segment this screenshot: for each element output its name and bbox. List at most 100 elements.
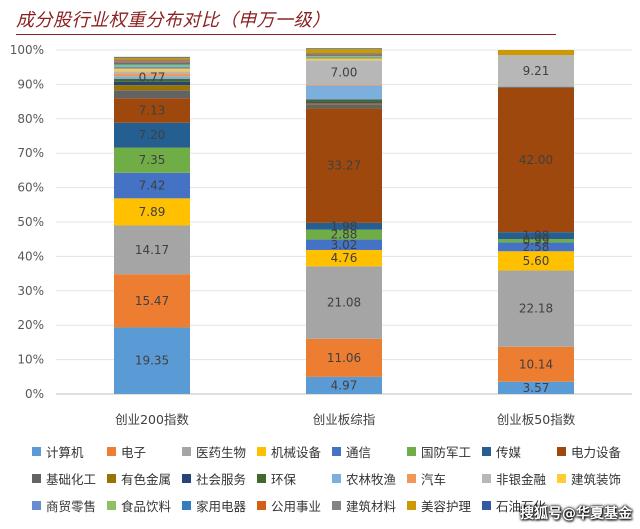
legend-label: 基础化工 [46,472,97,487]
bar-segment [498,251,574,271]
bar-segment [114,59,190,62]
title-underline [16,34,556,35]
legend-swatch [32,447,41,456]
legend-swatch [332,501,341,510]
legend-label: 农林牧渔 [346,472,397,487]
data-label: 7.89 [139,205,166,219]
x-tick-label: 创业200指数 [115,412,189,427]
legend-swatch [407,501,416,510]
bar-segment [306,102,382,105]
bar-segment [306,239,382,250]
data-label: 0.77 [139,71,166,85]
legend-swatch [482,501,491,510]
bar-segment [114,62,190,65]
y-tick-label: 70% [17,146,44,160]
data-label: 11.06 [327,351,361,365]
legend-label: 石油石化 [496,499,547,514]
bar-segment [498,50,574,55]
data-label: 7.42 [139,179,166,193]
bar-segment [306,338,382,377]
data-label: 21.08 [327,296,361,310]
y-tick-label: 80% [17,112,44,126]
legend-label: 有色金属 [121,472,172,487]
chart-title: 成分股行业权重分布对比（申万一级） [16,10,331,31]
legend-swatch [257,447,266,456]
legend-item: 通信 [332,442,407,461]
bar-segment [114,98,190,123]
data-label: 7.00 [331,65,358,79]
legend-item: 建筑材料 [332,496,407,515]
bar-segment [498,232,574,239]
data-label: 0.99 [523,234,550,248]
bar-segment [114,66,190,69]
data-label: 22.18 [519,302,553,316]
legend-item: 商贸零售 [32,496,107,515]
legend-label: 食品饮料 [121,499,172,514]
legend-swatch [257,474,266,483]
legend-swatch [482,447,491,456]
legend-swatch [107,501,116,510]
y-tick-label: 20% [17,318,44,332]
bar-segment [114,73,190,77]
legend-item: 电子 [107,442,182,461]
legend-label: 国防军工 [421,445,472,460]
bar-segment [306,56,382,58]
y-axis: 0% 10% 20% 30% 40% 50% 60% 70% 80% 90% 100% [10,43,44,401]
data-label: 15.47 [135,294,169,308]
data-labels: 19.35 15.47 14.17 7.89 7.42 7.35 7.20 7.13 0.77 4… [135,64,553,395]
legend-item: 公用事业 [257,496,332,515]
legend-label: 计算机 [46,445,84,460]
bar-segment [306,266,382,339]
legend-swatch [557,474,566,483]
data-label: 7.13 [139,103,166,117]
legend-swatch [482,474,491,483]
bar-segment [306,376,382,394]
bar-segment [306,48,382,54]
legend-label: 机械设备 [271,445,322,460]
data-label: 14.17 [135,243,169,257]
bar-segment [306,104,382,109]
legend-item: 机械设备 [257,442,332,461]
bar-segment [306,48,382,49]
legend-swatch [332,447,341,456]
legend-item: 建筑装饰 [557,469,632,488]
legend-label: 环保 [271,472,297,487]
legend-item: 计算机 [32,442,107,461]
legend-label: 商贸零售 [46,499,97,514]
data-label: 2.58 [523,240,550,254]
legend-label: 电力设备 [571,445,622,460]
bar-segment [114,61,190,63]
legend-label: 公用事业 [271,499,322,514]
legend-swatch [257,501,266,510]
bar-segment [114,327,190,394]
data-label: 9.21 [523,64,550,78]
legend: 计算机 电子 医药生物 机械设备 通信 国防军工 传媒 电力设备 基础化工 有色金属 社会服务 环保 农… [32,442,632,515]
legend-item: 环保 [257,469,332,488]
bar-segment [306,84,382,86]
legend-swatch [182,474,191,483]
x-tick-label: 创业板50指数 [497,412,576,427]
legend-item: 医药生物 [182,442,257,461]
legend-item: 农林牧渔 [332,469,407,488]
legend-item: 非银金融 [482,469,557,488]
legend-item: 国防军工 [407,442,482,461]
bar-segment [114,81,190,86]
legend-label: 非银金融 [496,472,547,487]
bar-segment [114,57,190,60]
bar-segment [114,225,190,275]
legend-item: 食品饮料 [107,496,182,515]
data-label: 33.27 [327,159,361,173]
bar-segment [306,53,382,55]
bar-segment [498,238,574,243]
legend-swatch [407,447,416,456]
bar-segment [306,55,382,57]
data-label: 3.02 [331,238,358,252]
data-label: 42.00 [519,153,553,167]
legend-item: 基础化工 [32,469,107,488]
x-axis: 创业200指数 创业板综指 创业板50指数 [115,412,576,427]
bar-segment [114,274,190,328]
y-tick-label: 30% [17,284,44,298]
bar-segment [306,57,382,59]
x-tick-label: 创业板综指 [313,412,376,427]
data-label: 7.35 [139,153,166,167]
